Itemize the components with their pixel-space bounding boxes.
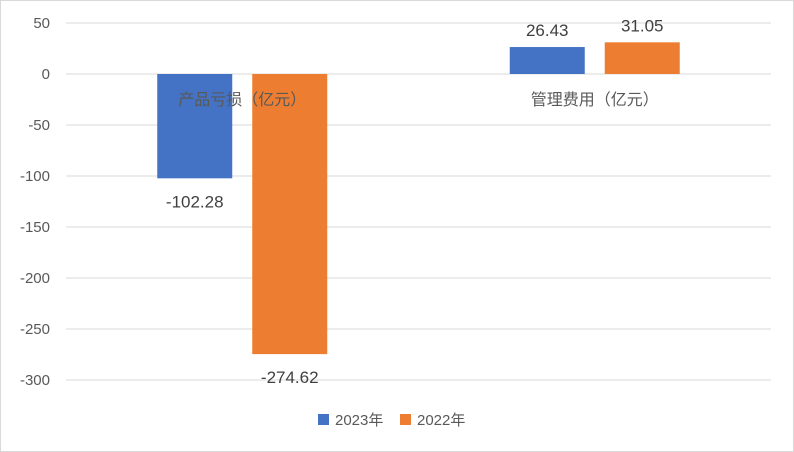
bars [157, 42, 680, 355]
y-axis-ticks: 50 0 -50 -100 -150 -200 -250 -300 [20, 15, 50, 389]
y-tick-label: -50 [28, 117, 50, 134]
bar [252, 74, 328, 355]
data-labels: -102.28 -274.62 26.43 31.05 [166, 16, 664, 387]
bar [509, 47, 585, 74]
category-label: 产品亏损（亿元） [178, 90, 306, 109]
legend-label: 2023年 [335, 412, 383, 429]
data-label: -102.28 [166, 192, 224, 211]
data-label: 26.43 [526, 21, 569, 40]
legend-label: 2022年 [417, 412, 465, 429]
data-label: 31.05 [621, 16, 664, 35]
legend-swatch [400, 414, 411, 425]
y-tick-label: 50 [33, 15, 50, 32]
category-label: 管理费用（亿元） [531, 90, 659, 109]
bar [604, 42, 680, 74]
legend-swatch [318, 414, 329, 425]
y-tick-label: -100 [20, 168, 50, 185]
y-tick-label: 0 [42, 66, 50, 83]
y-tick-label: -250 [20, 321, 50, 338]
y-tick-label: -300 [20, 372, 50, 389]
bar [157, 74, 233, 179]
y-tick-label: -150 [20, 219, 50, 236]
data-label: -274.62 [261, 368, 319, 387]
legend: 2023年 2022年 [318, 412, 465, 429]
y-tick-label: -200 [20, 270, 50, 287]
category-labels: 产品亏损（亿元） 管理费用（亿元） [178, 90, 659, 109]
